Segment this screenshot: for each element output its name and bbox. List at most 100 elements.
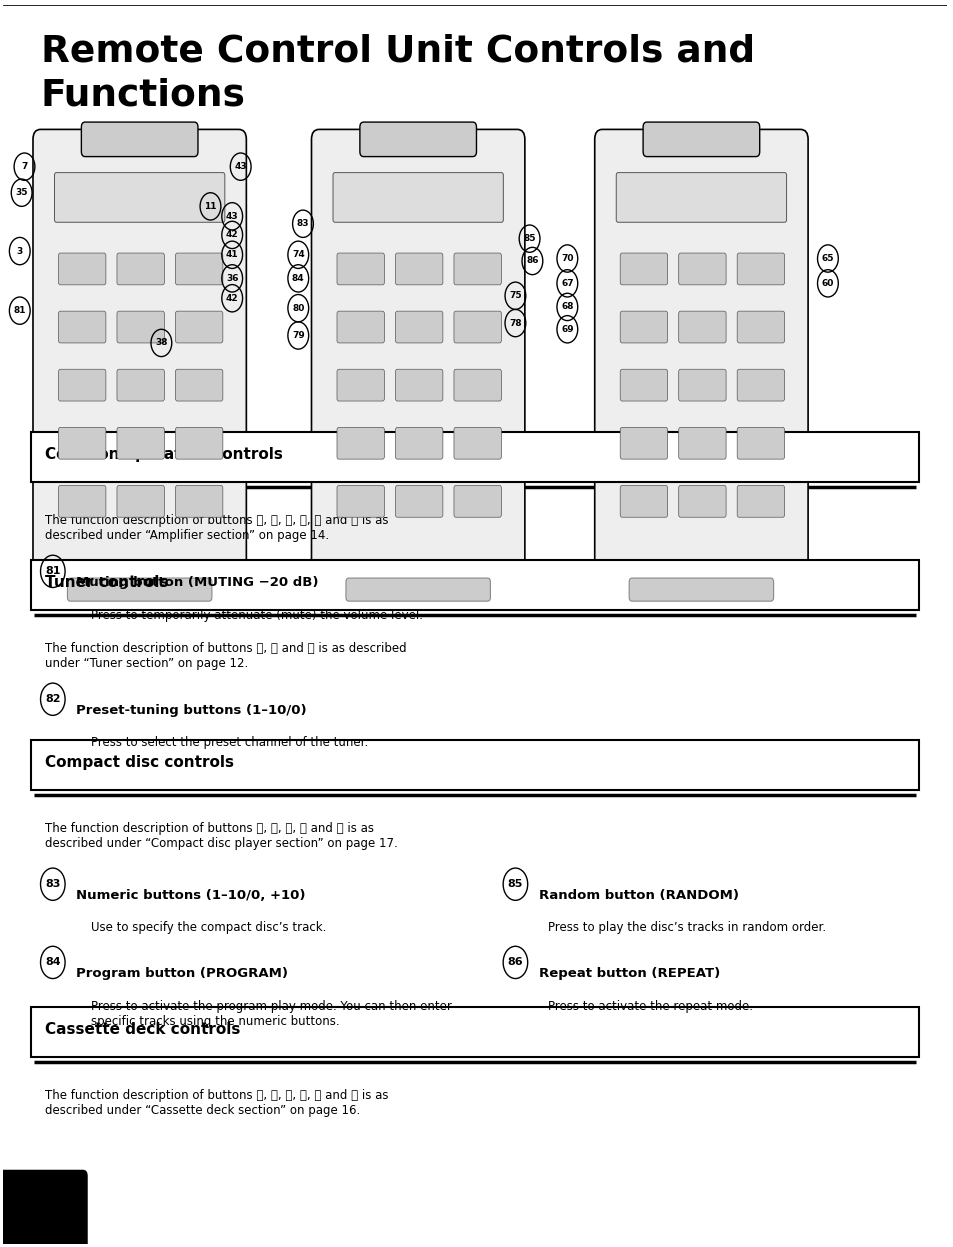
- FancyBboxPatch shape: [454, 369, 501, 402]
- FancyBboxPatch shape: [31, 433, 918, 483]
- FancyBboxPatch shape: [336, 253, 384, 284]
- FancyBboxPatch shape: [737, 253, 783, 284]
- Text: Program button (PROGRAM): Program button (PROGRAM): [76, 968, 288, 980]
- Text: 41: 41: [226, 251, 238, 259]
- FancyBboxPatch shape: [117, 369, 164, 402]
- FancyBboxPatch shape: [117, 428, 164, 459]
- Text: 84: 84: [45, 958, 61, 968]
- FancyBboxPatch shape: [454, 312, 501, 343]
- FancyBboxPatch shape: [737, 428, 783, 459]
- FancyBboxPatch shape: [678, 253, 725, 284]
- FancyBboxPatch shape: [81, 122, 198, 157]
- Text: Tuner controls: Tuner controls: [45, 575, 169, 590]
- Text: 43: 43: [234, 162, 247, 171]
- Text: Press to activate the program play mode. You can then enter
specific tracks usin: Press to activate the program play mode.…: [91, 1000, 451, 1028]
- FancyBboxPatch shape: [58, 369, 106, 402]
- Text: 42: 42: [226, 231, 238, 239]
- FancyBboxPatch shape: [678, 312, 725, 343]
- Text: 38: 38: [155, 338, 168, 348]
- Text: 70: 70: [560, 254, 573, 263]
- Text: Press to select the preset channel of the tuner.: Press to select the preset channel of th…: [91, 737, 368, 749]
- FancyBboxPatch shape: [58, 312, 106, 343]
- Text: 35: 35: [15, 188, 28, 197]
- Text: 67: 67: [560, 279, 573, 288]
- FancyBboxPatch shape: [54, 172, 225, 222]
- Text: 80: 80: [292, 304, 304, 313]
- FancyBboxPatch shape: [31, 741, 918, 789]
- FancyBboxPatch shape: [395, 312, 442, 343]
- Text: 86: 86: [507, 958, 522, 968]
- FancyBboxPatch shape: [619, 485, 667, 518]
- Text: Cassette deck controls: Cassette deck controls: [45, 1023, 240, 1038]
- FancyBboxPatch shape: [737, 485, 783, 518]
- FancyBboxPatch shape: [619, 253, 667, 284]
- Text: Random button (RANDOM): Random button (RANDOM): [538, 889, 739, 902]
- Text: 79: 79: [292, 330, 304, 340]
- FancyBboxPatch shape: [336, 369, 384, 402]
- Text: 11: 11: [204, 202, 216, 211]
- FancyBboxPatch shape: [395, 428, 442, 459]
- FancyBboxPatch shape: [175, 253, 223, 284]
- FancyBboxPatch shape: [678, 485, 725, 518]
- FancyBboxPatch shape: [642, 122, 759, 157]
- FancyBboxPatch shape: [395, 485, 442, 518]
- Text: Remote Control Unit Controls and: Remote Control Unit Controls and: [40, 34, 754, 70]
- Text: 65: 65: [821, 254, 833, 263]
- FancyBboxPatch shape: [359, 122, 476, 157]
- Text: The function description of buttons Ⓐ, Ⓑ, Ⓒ, Ⓓ, Ⓔ and Ⓕ is as
described under “A: The function description of buttons Ⓐ, Ⓑ…: [45, 514, 389, 542]
- FancyBboxPatch shape: [175, 369, 223, 402]
- Text: 85: 85: [523, 234, 536, 243]
- Text: 74: 74: [292, 251, 304, 259]
- Text: 42: 42: [226, 294, 238, 303]
- FancyBboxPatch shape: [336, 428, 384, 459]
- Text: Repeat button (REPEAT): Repeat button (REPEAT): [538, 968, 720, 980]
- FancyBboxPatch shape: [117, 253, 164, 284]
- FancyBboxPatch shape: [678, 428, 725, 459]
- FancyBboxPatch shape: [117, 312, 164, 343]
- FancyBboxPatch shape: [737, 312, 783, 343]
- FancyBboxPatch shape: [31, 560, 918, 610]
- Text: 43: 43: [226, 212, 238, 221]
- Text: 86: 86: [526, 257, 538, 266]
- Text: 83: 83: [296, 219, 309, 228]
- Text: 60: 60: [821, 279, 833, 288]
- Text: Preset-tuning buttons (1–10/0): Preset-tuning buttons (1–10/0): [76, 705, 307, 717]
- Text: 82: 82: [45, 695, 60, 705]
- FancyBboxPatch shape: [594, 130, 807, 596]
- FancyBboxPatch shape: [175, 485, 223, 518]
- Text: Functions: Functions: [40, 77, 245, 113]
- Text: 81: 81: [45, 566, 60, 576]
- Text: 68: 68: [560, 303, 573, 312]
- Text: 84: 84: [292, 274, 304, 283]
- Text: 36: 36: [226, 274, 238, 283]
- Text: Common operation controls: Common operation controls: [45, 448, 283, 463]
- Text: Press to temporarily attenuate (mute) the volume level.: Press to temporarily attenuate (mute) th…: [91, 609, 422, 621]
- Text: 85: 85: [507, 879, 522, 889]
- Text: Numeric buttons (1–10/0, +10): Numeric buttons (1–10/0, +10): [76, 889, 306, 902]
- FancyBboxPatch shape: [395, 253, 442, 284]
- Text: The function description of buttons Ⓐ, Ⓑ, Ⓒ, Ⓓ and Ⓔ is as
described under “Comp: The function description of buttons Ⓐ, Ⓑ…: [45, 822, 397, 850]
- FancyBboxPatch shape: [454, 428, 501, 459]
- FancyBboxPatch shape: [678, 369, 725, 402]
- Text: Compact disc controls: Compact disc controls: [45, 754, 234, 771]
- FancyBboxPatch shape: [737, 369, 783, 402]
- Text: 7: 7: [21, 162, 28, 171]
- FancyBboxPatch shape: [175, 428, 223, 459]
- FancyBboxPatch shape: [346, 579, 490, 601]
- FancyBboxPatch shape: [58, 485, 106, 518]
- Text: 81: 81: [13, 307, 26, 315]
- Text: 75: 75: [509, 292, 521, 301]
- FancyBboxPatch shape: [175, 312, 223, 343]
- FancyBboxPatch shape: [0, 1170, 88, 1247]
- FancyBboxPatch shape: [312, 130, 524, 596]
- Text: Press to play the disc’s tracks in random order.: Press to play the disc’s tracks in rando…: [548, 922, 825, 934]
- Text: Muting button (MUTING −20 dB): Muting button (MUTING −20 dB): [76, 576, 318, 590]
- FancyBboxPatch shape: [58, 428, 106, 459]
- FancyBboxPatch shape: [619, 312, 667, 343]
- Text: 3: 3: [16, 247, 23, 256]
- FancyBboxPatch shape: [68, 579, 212, 601]
- FancyBboxPatch shape: [336, 485, 384, 518]
- FancyBboxPatch shape: [333, 172, 503, 222]
- FancyBboxPatch shape: [117, 485, 164, 518]
- FancyBboxPatch shape: [33, 130, 246, 596]
